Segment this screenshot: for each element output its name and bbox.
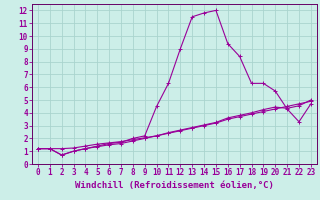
X-axis label: Windchill (Refroidissement éolien,°C): Windchill (Refroidissement éolien,°C) bbox=[75, 181, 274, 190]
